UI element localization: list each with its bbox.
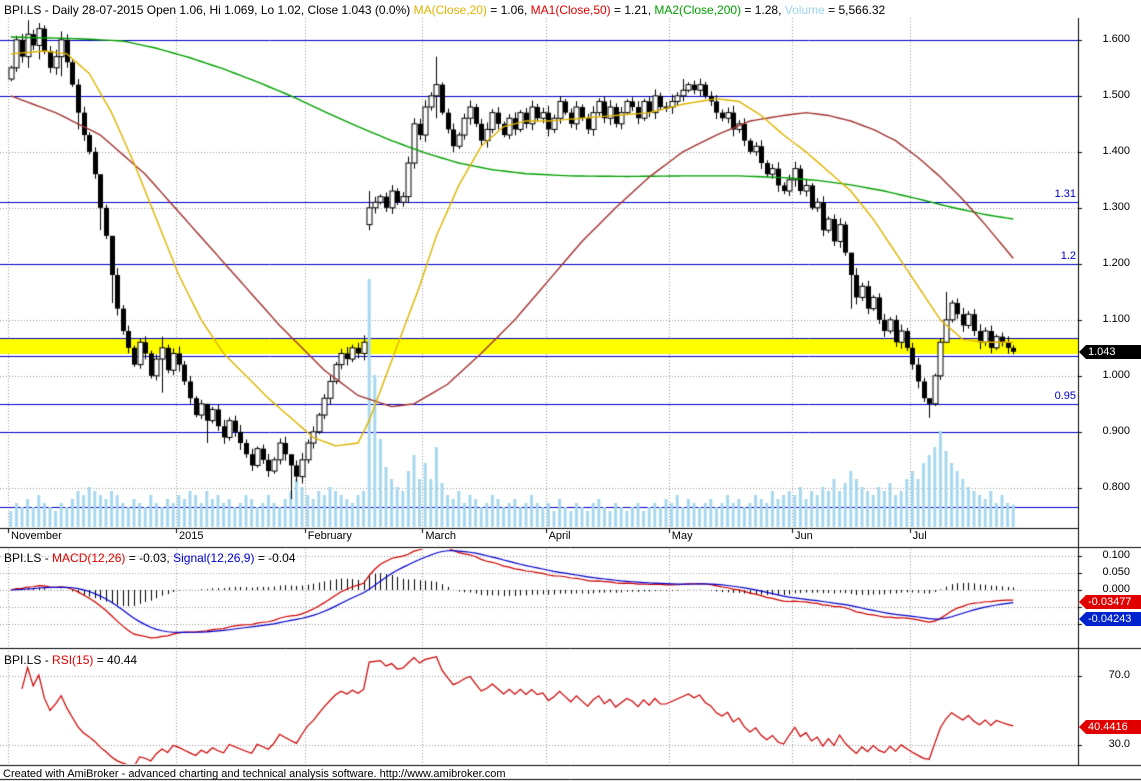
title-segment: Signal(12,26,9) [173,551,255,565]
title-segment: MA1(Close,50) [530,3,611,17]
title-segment: = 1.28, [741,3,785,17]
last-price-flag: 1.043 [1079,345,1141,359]
title-segment: = 1.06, [486,3,531,17]
title-segment: MACD(12,26) [52,551,126,565]
macd-pane-title: BPI.LS - MACD(12,26) = -0.03, Signal(12,… [4,551,296,565]
title-segment: = -0.04 [254,551,296,565]
title-segment: = 5,566.32 [824,3,886,17]
footer-credit: Created with AmiBroker - advanced charti… [3,768,506,780]
title-segment: = 1.21, [610,3,655,17]
rsi-value-flag: 40.4416 [1079,720,1141,734]
signal-value-flag: -0.04243 [1079,612,1141,626]
title-segment: BPI.LS - Daily 28-07-2015 Open 1.06, Hi … [4,3,414,17]
title-segment: BPI.LS - [4,653,53,667]
macd-value-flag: -0.03477 [1079,595,1141,609]
rsi-pane-title: BPI.LS - RSI(15) = 40.44 [4,653,137,667]
title-segment: Volume [784,3,825,17]
title-segment: MA2(Close,200) [654,3,742,17]
title-segment: = 40.44 [93,653,138,667]
title-segment: = -0.03, [125,551,174,565]
title-segment: MA(Close,20) [413,3,487,17]
title-segment: BPI.LS - [4,551,53,565]
title-segment: RSI(15) [52,653,94,667]
price-pane-title: BPI.LS - Daily 28-07-2015 Open 1.06, Hi … [4,3,885,17]
